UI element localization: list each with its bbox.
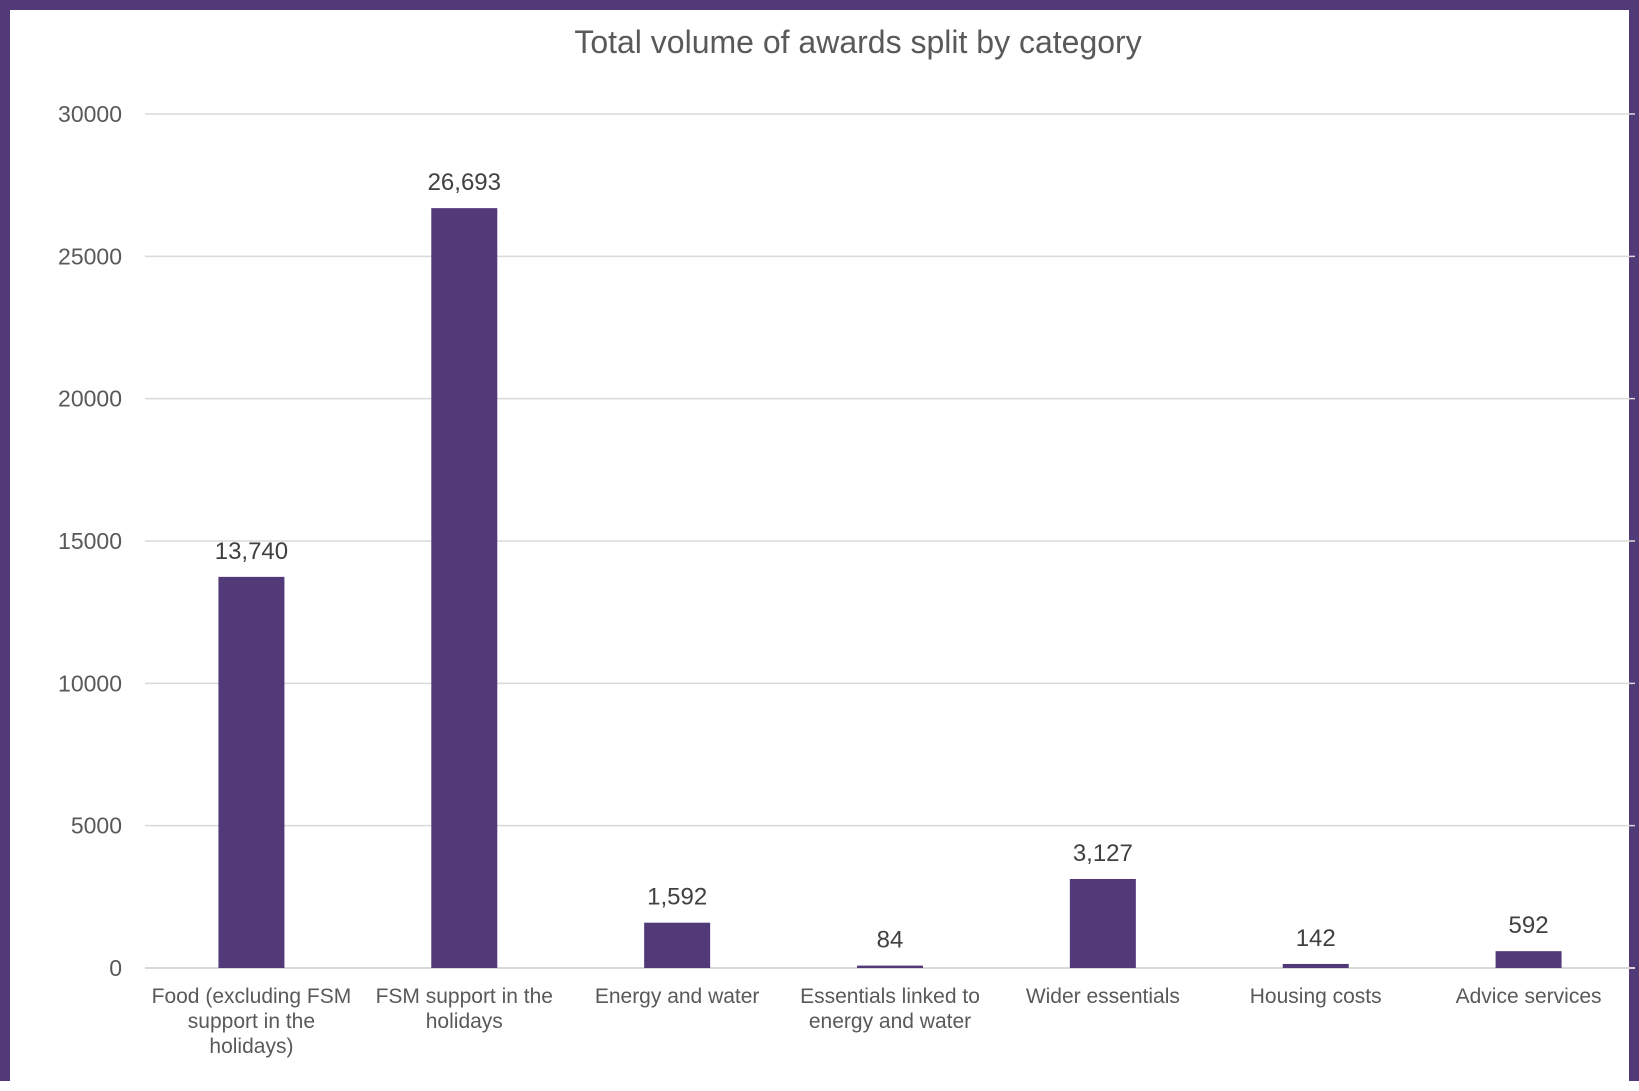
data-labels: 13,740 26,693 1,592 84 3,127 142 592 [215,169,1549,953]
category-label-line: Advice services [1456,985,1602,1008]
category-label-line: holidays) [209,1035,293,1058]
data-label: 1,592 [647,884,707,911]
data-label: 3,127 [1073,840,1133,867]
bars [218,208,1562,968]
chart-title: Total volume of awards split by category [574,24,1141,60]
bar-0 [218,576,285,968]
data-label: 142 [1296,925,1336,952]
category-label-line: energy and water [809,1010,971,1033]
category-label: Energy and water [595,985,760,1008]
category-label-line: Housing costs [1250,985,1382,1008]
y-tick-label: 30000 [58,101,122,127]
y-tick-label: 5000 [71,813,122,839]
data-label: 592 [1509,912,1549,939]
data-label: 26,693 [428,169,501,196]
category-label: Wider essentials [1026,985,1180,1008]
category-label-line: Energy and water [595,985,760,1008]
bar-5 [1282,963,1349,968]
category-label: Advice services [1456,985,1602,1008]
y-tick-label: 0 [109,955,122,981]
bar-3 [857,965,923,968]
data-label: 13,740 [215,538,288,565]
gridlines [145,113,1635,969]
category-label-line: Essentials linked to [800,985,980,1008]
data-label: 84 [877,927,904,954]
y-tick-label: 10000 [58,670,122,696]
category-label: Housing costs [1250,985,1382,1008]
bar-chart: Total volume of awards split by category… [58,24,1635,1058]
y-tick-label: 20000 [58,386,122,412]
category-label-line: support in the [188,1010,315,1033]
category-label-line: Wider essentials [1026,985,1180,1008]
bar-4 [1069,878,1136,968]
category-label-line: Food (excluding FSM [152,985,352,1008]
bar-2 [644,922,711,968]
y-tick-label: 15000 [58,528,122,554]
category-label-line: FSM support in the [376,985,553,1008]
category-label-line: holidays [426,1010,503,1033]
y-axis-ticks: 0 5000 10000 15000 20000 25000 30000 [58,101,122,981]
bar-1 [431,208,498,968]
bar-6 [1495,951,1562,968]
y-tick-label: 25000 [58,243,122,269]
